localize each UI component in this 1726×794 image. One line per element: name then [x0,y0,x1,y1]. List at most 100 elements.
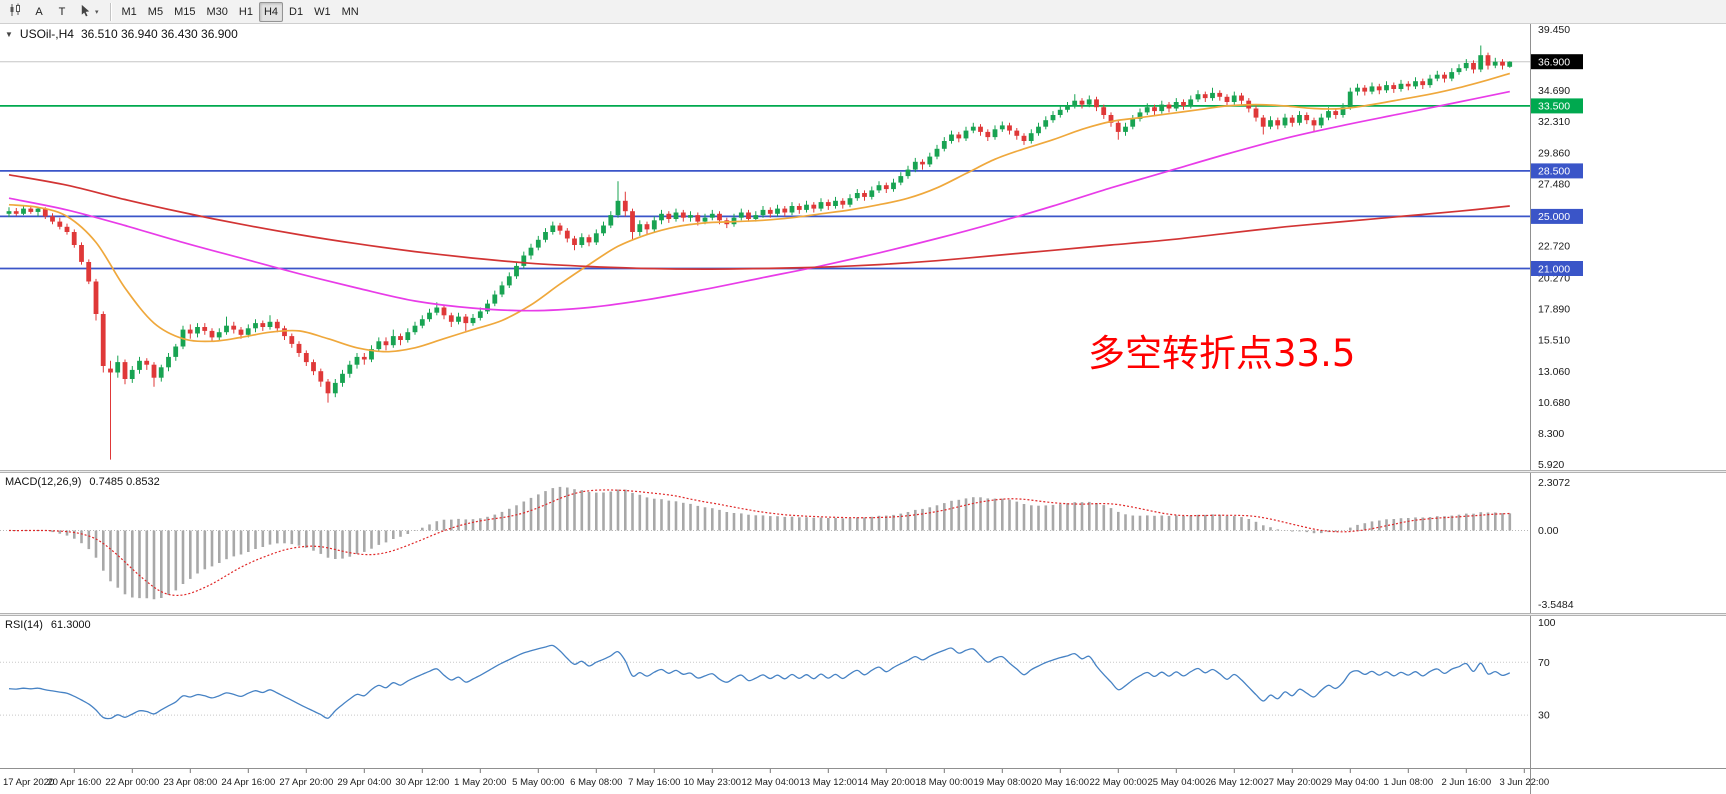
timeframe-button-mn[interactable]: MN [341,5,359,18]
timeframe-button-w1[interactable]: W1 [314,5,331,18]
time-label: 1 Jun 08:00 [1383,777,1433,788]
time-label: 27 May 20:00 [1264,777,1322,788]
main-chart-panel: 39.450 34.690 32.310 29.860 27.480 22.720 20.2… [0,24,1726,470]
macd-label: MACD(12,26,9) 0.7485 0.8532 [5,476,160,488]
time-label: 3 Jun 22:00 [1499,777,1549,788]
time-label: 22 May 00:00 [1090,777,1148,788]
time-label: 13 May 12:00 [800,777,858,788]
toolbar-separator [109,2,111,21]
time-axis[interactable]: 17 Apr 2020 20 Apr 16:00 22 Apr 00:00 23 Ap… [0,768,1726,794]
level-price-badge [1531,163,1583,179]
candlestick-chart-button[interactable] [3,2,27,22]
time-label: 14 May 20:00 [858,777,916,788]
time-label: 29 Apr 04:00 [337,777,391,788]
ma-mid-magenta [8,90,1510,312]
macd-signal-line [8,489,1510,597]
tool-button-t[interactable]: T [51,2,73,22]
ohlc-values-text: 36.510 36.940 36.430 36.900 [80,27,238,41]
panel-splitter[interactable] [0,470,1726,473]
time-label: 2 Jun 16:00 [1441,777,1491,788]
level-price-badge [1531,261,1583,276]
macd-tick-label: 0.00 [1538,525,1559,537]
macd-plot[interactable]: 2.3072 0.00 -3.5484 [0,473,1726,613]
rsi-panel: 100 70 30 RSI(14) 61.3000 [0,616,1726,768]
price-tick-label: 27.480 [1538,179,1570,191]
time-label: 20 Apr 16:00 [47,777,101,788]
ma-slow-red [8,173,1510,270]
level-price-badge-label: 33.500 [1538,101,1570,113]
rsi-tick-label: 70 [1538,657,1550,669]
price-tick-label: 8.300 [1538,428,1564,440]
time-label: 24 Apr 16:00 [221,777,275,788]
tool-button-a[interactable]: A [28,2,50,22]
timeframe-button-d1[interactable]: D1 [289,5,304,18]
cursor-icon [79,4,92,20]
rsi-tick-label: 100 [1538,617,1556,629]
macd-name: MACD(12,26,9) [5,476,82,488]
timeframe-button-group: M1 M5 M15 M30 H1 H4 D1 W1 MN [117,1,364,22]
symbol-timeframe-text: USOil-,H4 [19,27,74,41]
chevron-down-icon: ▾ [95,8,99,16]
cursor-button[interactable]: ▾ [74,2,104,22]
timeframe-button-m30[interactable]: M30 [206,5,228,18]
time-label: 30 Apr 12:00 [395,777,449,788]
chart-annotation-text[interactable]: 多空转折点33.5 [1088,332,1356,375]
tool-button-label: T [58,5,66,18]
time-label: 22 Apr 00:00 [105,777,159,788]
time-label: 17 Apr 2020 [3,777,54,788]
macd-histogram [14,486,1512,600]
price-tick-label: 32.310 [1538,116,1570,128]
panel-splitter[interactable] [0,613,1726,616]
macd-values: 0.7485 0.8532 [89,476,160,488]
time-label: 26 May 12:00 [1206,777,1264,788]
time-label: 20 May 16:00 [1032,777,1090,788]
toolbar-left-group: A T ▾ [3,2,104,22]
rsi-label: RSI(14) 61.3000 [5,619,91,631]
timeframe-button-m1[interactable]: M1 [121,5,137,18]
time-label: 29 May 04:00 [1322,777,1380,788]
macd-panel: 2.3072 0.00 -3.5484 MACD(12,26,9) 0.7485 0… [0,473,1726,613]
time-label: 6 May 08:00 [570,777,622,788]
timeframe-button-m5[interactable]: M5 [147,5,164,18]
level-price-badge-label: 21.000 [1538,263,1570,275]
chart-symbol-label: ▼ USOil-,H4 36.510 36.940 36.430 36.900 [5,27,238,41]
rsi-plot[interactable]: 100 70 30 [0,616,1726,768]
time-label: 5 May 00:00 [512,777,564,788]
price-tick-label: 15.510 [1538,334,1570,346]
horizontal-level-lines [0,105,1530,270]
level-price-badge [1531,208,1583,224]
macd-tick-label: 2.3072 [1538,477,1570,489]
time-label: 27 Apr 20:00 [279,777,333,788]
time-label: 10 May 23:00 [684,777,742,788]
level-price-badge [1531,98,1583,114]
price-tick-label: 39.450 [1538,24,1570,36]
price-tick-label: 5.920 [1538,459,1564,470]
current-price-badge-label: 36.900 [1538,57,1570,69]
price-tick-label: 17.890 [1538,303,1570,315]
price-tick-label: 10.680 [1538,397,1570,409]
timeframe-button-h4[interactable]: H4 [258,1,284,22]
price-axis-divider[interactable] [1530,24,1531,794]
rsi-tick-label: 30 [1538,710,1550,722]
time-label: 19 May 08:00 [974,777,1032,788]
main-chart-plot[interactable]: 39.45034.69032.31029.86027.48022.72020.2… [0,24,1726,470]
candles [6,45,1513,460]
toolbar: A T ▾ M1 M5 M15 M30 H1 H4 D1 W1 MN [0,0,1726,24]
macd-axis-ticks: 2.3072 0.00 -3.5484 [1538,477,1574,611]
level-price-badge-label: 28.500 [1538,166,1570,178]
current-price-badge [1531,54,1583,70]
time-label: 12 May 04:00 [742,777,800,788]
candlestick-chart-icon [8,3,22,20]
rsi-value: 61.3000 [50,619,91,631]
time-label: 1 May 20:00 [454,777,506,788]
timeframe-button-m15[interactable]: M15 [174,5,196,18]
rsi-name: RSI(14) [5,619,43,631]
price-axis-ticks: 39.45034.69032.31029.86027.48022.72020.2… [1531,24,1583,470]
timeframe-button-h1[interactable]: H1 [238,5,253,18]
collapse-chart-icon[interactable]: ▼ [5,29,13,39]
price-tick-label: 22.720 [1538,241,1570,253]
time-label: 7 May 16:00 [628,777,680,788]
